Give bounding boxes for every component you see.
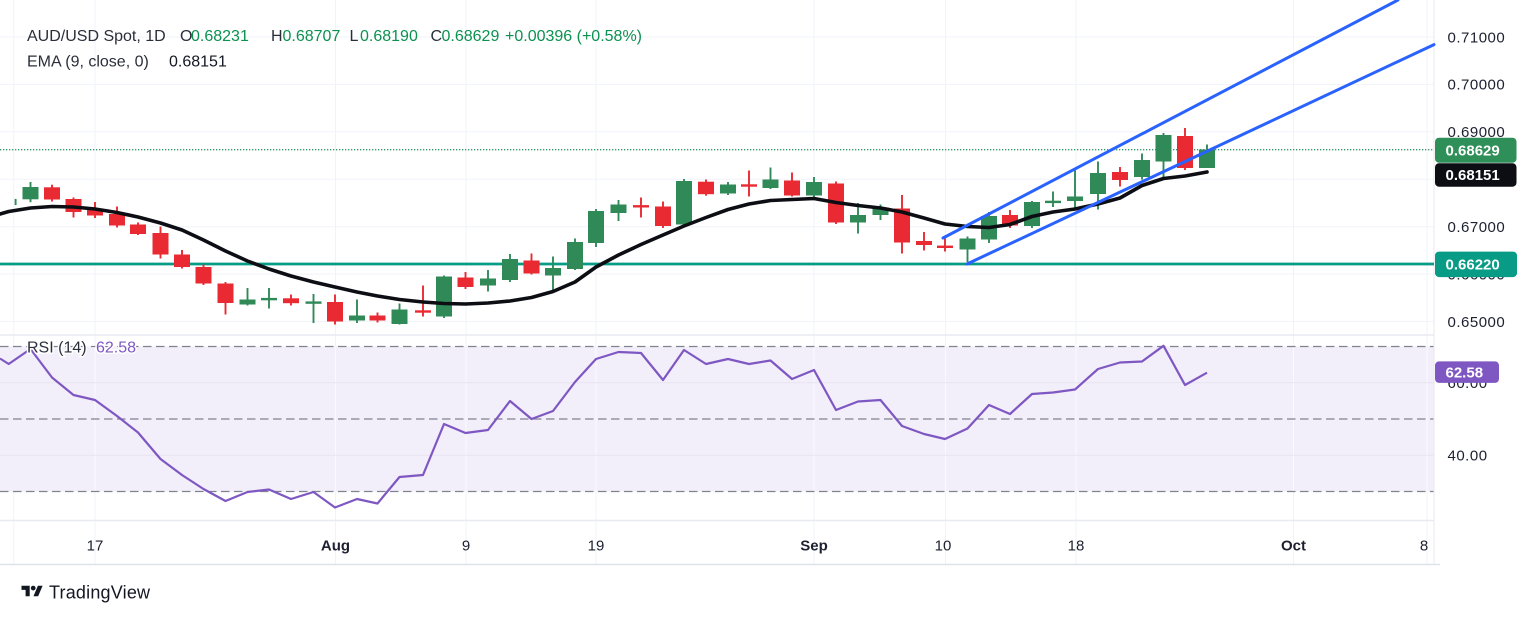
svg-text:0.68629: 0.68629 bbox=[442, 28, 500, 45]
svg-text:0.68231: 0.68231 bbox=[191, 28, 249, 45]
svg-text:RSI (14): RSI (14) bbox=[27, 340, 87, 357]
svg-text:0.70000: 0.70000 bbox=[1448, 77, 1506, 94]
svg-text:62.58: 62.58 bbox=[96, 340, 136, 357]
svg-text:9: 9 bbox=[462, 538, 470, 555]
svg-text:0.71000: 0.71000 bbox=[1448, 29, 1506, 46]
svg-text:Oct: Oct bbox=[1281, 538, 1306, 555]
svg-text:10: 10 bbox=[935, 538, 952, 555]
svg-text:0.68707: 0.68707 bbox=[283, 28, 341, 45]
svg-text:EMA (9, close, 0): EMA (9, close, 0) bbox=[27, 54, 149, 71]
svg-text:AUD/USD Spot, 1D: AUD/USD Spot, 1D bbox=[27, 28, 166, 45]
svg-text:0.66220: 0.66220 bbox=[1446, 257, 1500, 274]
svg-text:0.68151: 0.68151 bbox=[1446, 167, 1500, 184]
svg-text:19: 19 bbox=[588, 538, 605, 555]
svg-text:18: 18 bbox=[1068, 538, 1085, 555]
svg-text:H: H bbox=[271, 28, 283, 45]
svg-text:8: 8 bbox=[1420, 538, 1428, 555]
svg-text:L: L bbox=[350, 28, 359, 45]
svg-text:+0.00396 (+0.58%): +0.00396 (+0.58%) bbox=[505, 28, 642, 45]
svg-text:0.69000: 0.69000 bbox=[1448, 124, 1506, 141]
svg-text:TradingView: TradingView bbox=[49, 582, 151, 602]
svg-text:0.68151: 0.68151 bbox=[169, 54, 227, 71]
svg-text:O: O bbox=[180, 28, 192, 45]
svg-text:17: 17 bbox=[87, 538, 104, 555]
svg-text:0.68190: 0.68190 bbox=[360, 28, 418, 45]
svg-text:0.67000: 0.67000 bbox=[1448, 219, 1506, 236]
svg-text:0.68629: 0.68629 bbox=[1446, 143, 1500, 160]
svg-text:Aug: Aug bbox=[321, 538, 350, 555]
svg-text:C: C bbox=[431, 28, 443, 45]
svg-text:40.00: 40.00 bbox=[1448, 448, 1488, 465]
svg-text:0.65000: 0.65000 bbox=[1448, 314, 1506, 331]
svg-text:Sep: Sep bbox=[800, 538, 828, 555]
svg-text:62.58: 62.58 bbox=[1446, 365, 1484, 382]
